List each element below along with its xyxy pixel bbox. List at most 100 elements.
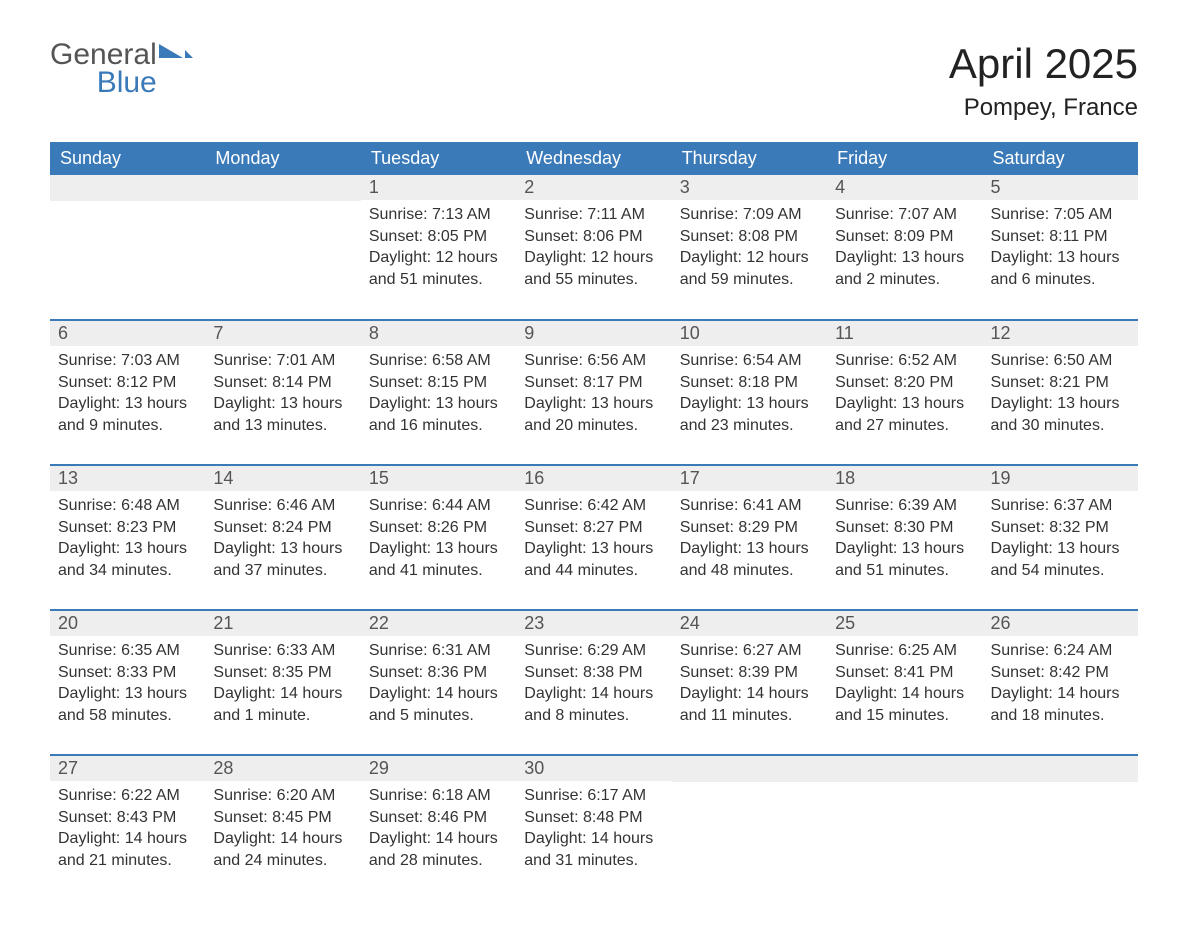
calendar-day-cell: 20Sunrise: 6:35 AMSunset: 8:33 PMDayligh… [50,610,205,755]
sunrise-line: Sunrise: 6:18 AM [369,785,508,807]
day-number: 9 [516,321,671,346]
sunrise-line: Sunrise: 6:42 AM [524,495,663,517]
calendar-day-cell: 1Sunrise: 7:13 AMSunset: 8:05 PMDaylight… [361,175,516,320]
sunrise-line: Sunrise: 6:22 AM [58,785,197,807]
sunrise-line: Sunrise: 6:58 AM [369,350,508,372]
sunset-line: Sunset: 8:14 PM [213,372,352,394]
weekday-header: Friday [827,142,982,175]
daylight-line: Daylight: 12 hours and 55 minutes. [524,247,663,290]
sunset-line: Sunset: 8:43 PM [58,807,197,829]
weekday-header-row: SundayMondayTuesdayWednesdayThursdayFrid… [50,142,1138,175]
day-body: Sunrise: 7:01 AMSunset: 8:14 PMDaylight:… [205,346,360,448]
flag-icon [159,40,193,74]
calendar-body: 1Sunrise: 7:13 AMSunset: 8:05 PMDaylight… [50,175,1138,900]
calendar-day-cell [205,175,360,320]
sunset-line: Sunset: 8:45 PM [213,807,352,829]
day-body: Sunrise: 6:24 AMSunset: 8:42 PMDaylight:… [983,636,1138,738]
daylight-line: Daylight: 13 hours and 13 minutes. [213,393,352,436]
day-body: Sunrise: 6:56 AMSunset: 8:17 PMDaylight:… [516,346,671,448]
calendar-day-cell: 19 Sunrise: 6:37 AMSunset: 8:32 PMDayligh… [983,465,1138,610]
day-body: Sunrise: 6:25 AMSunset: 8:41 PMDaylight:… [827,636,982,738]
day-number: 15 [361,466,516,491]
day-body: Sunrise: 6:31 AMSunset: 8:36 PMDaylight:… [361,636,516,738]
sunset-line: Sunset: 8:29 PM [680,517,819,539]
sunrise-line: Sunrise: 6:50 AM [991,350,1130,372]
day-number [983,756,1138,782]
sunrise-line: Sunrise: 6:48 AM [58,495,197,517]
daylight-line: Daylight: 14 hours and 21 minutes. [58,828,197,871]
daylight-line: Daylight: 12 hours and 59 minutes. [680,247,819,290]
calendar-week-row: 20Sunrise: 6:35 AMSunset: 8:33 PMDayligh… [50,610,1138,755]
calendar-day-cell: 7Sunrise: 7:01 AMSunset: 8:14 PMDaylight… [205,320,360,465]
day-body: Sunrise: 6:20 AMSunset: 8:45 PMDaylight:… [205,781,360,883]
day-body: Sunrise: 7:05 AMSunset: 8:11 PMDaylight:… [983,200,1138,302]
calendar-day-cell: 27Sunrise: 6:22 AMSunset: 8:43 PMDayligh… [50,755,205,900]
daylight-line: Daylight: 13 hours and 20 minutes. [524,393,663,436]
calendar-day-cell: 4Sunrise: 7:07 AMSunset: 8:09 PMDaylight… [827,175,982,320]
sunset-line: Sunset: 8:09 PM [835,226,974,248]
day-number: 23 [516,611,671,636]
sunset-line: Sunset: 8:08 PM [680,226,819,248]
day-number: 19 [983,466,1138,491]
calendar-week-row: 13Sunrise: 6:48 AMSunset: 8:23 PMDayligh… [50,465,1138,610]
daylight-line: Daylight: 13 hours and 34 minutes. [58,538,197,581]
weekday-header: Tuesday [361,142,516,175]
title-block: April 2025 Pompey, France [949,40,1138,122]
day-body: Sunrise: 6:48 AMSunset: 8:23 PMDaylight:… [50,491,205,593]
day-number: 21 [205,611,360,636]
day-number: 13 [50,466,205,491]
calendar-day-cell: 12Sunrise: 6:50 AMSunset: 8:21 PMDayligh… [983,320,1138,465]
daylight-line: Daylight: 14 hours and 11 minutes. [680,683,819,726]
weekday-header: Monday [205,142,360,175]
calendar-day-cell: 11Sunrise: 6:52 AMSunset: 8:20 PMDayligh… [827,320,982,465]
day-number: 2 [516,175,671,200]
sunset-line: Sunset: 8:46 PM [369,807,508,829]
daylight-line: Daylight: 13 hours and 48 minutes. [680,538,819,581]
day-body: Sunrise: 6:46 AMSunset: 8:24 PMDaylight:… [205,491,360,593]
calendar-day-cell: 24Sunrise: 6:27 AMSunset: 8:39 PMDayligh… [672,610,827,755]
calendar-day-cell: 17Sunrise: 6:41 AMSunset: 8:29 PMDayligh… [672,465,827,610]
daylight-line: Daylight: 13 hours and 37 minutes. [213,538,352,581]
sunset-line: Sunset: 8:15 PM [369,372,508,394]
day-number: 1 [361,175,516,200]
calendar-day-cell: 10Sunrise: 6:54 AMSunset: 8:18 PMDayligh… [672,320,827,465]
sunset-line: Sunset: 8:42 PM [991,662,1130,684]
calendar-day-cell [672,755,827,900]
daylight-line: Daylight: 13 hours and 41 minutes. [369,538,508,581]
calendar-day-cell: 21Sunrise: 6:33 AMSunset: 8:35 PMDayligh… [205,610,360,755]
day-body: Sunrise: 6:18 AMSunset: 8:46 PMDaylight:… [361,781,516,883]
weekday-header: Thursday [672,142,827,175]
sunrise-line: Sunrise: 6:29 AM [524,640,663,662]
sunset-line: Sunset: 8:32 PM [991,517,1130,539]
day-number: 26 [983,611,1138,636]
page-subtitle: Pompey, France [949,94,1138,122]
daylight-line: Daylight: 13 hours and 2 minutes. [835,247,974,290]
sunset-line: Sunset: 8:17 PM [524,372,663,394]
calendar-day-cell: 25Sunrise: 6:25 AMSunset: 8:41 PMDayligh… [827,610,982,755]
sunset-line: Sunset: 8:12 PM [58,372,197,394]
sunset-line: Sunset: 8:33 PM [58,662,197,684]
day-body: Sunrise: 6:58 AMSunset: 8:15 PMDaylight:… [361,346,516,448]
calendar-day-cell: 22Sunrise: 6:31 AMSunset: 8:36 PMDayligh… [361,610,516,755]
header: General Blue April 2025 Pompey, France [50,40,1138,122]
day-body: Sunrise: 7:09 AMSunset: 8:08 PMDaylight:… [672,200,827,302]
day-body: Sunrise: 6:27 AMSunset: 8:39 PMDaylight:… [672,636,827,738]
sunrise-line: Sunrise: 6:37 AM [991,495,1130,517]
weekday-header: Wednesday [516,142,671,175]
daylight-line: Daylight: 13 hours and 54 minutes. [991,538,1130,581]
day-number: 5 [983,175,1138,200]
sunrise-line: Sunrise: 7:03 AM [58,350,197,372]
sunset-line: Sunset: 8:18 PM [680,372,819,394]
day-number: 12 [983,321,1138,346]
day-body: Sunrise: 6:41 AMSunset: 8:29 PMDaylight:… [672,491,827,593]
page-title: April 2025 [949,40,1138,88]
daylight-line: Daylight: 14 hours and 1 minute. [213,683,352,726]
calendar-day-cell: 28Sunrise: 6:20 AMSunset: 8:45 PMDayligh… [205,755,360,900]
day-number: 25 [827,611,982,636]
day-body: Sunrise: 6:54 AMSunset: 8:18 PMDaylight:… [672,346,827,448]
sunrise-line: Sunrise: 7:13 AM [369,204,508,226]
day-body: Sunrise: 6:33 AMSunset: 8:35 PMDaylight:… [205,636,360,738]
day-number: 24 [672,611,827,636]
day-body: Sunrise: 6:39 AMSunset: 8:30 PMDaylight:… [827,491,982,593]
sunrise-line: Sunrise: 6:56 AM [524,350,663,372]
